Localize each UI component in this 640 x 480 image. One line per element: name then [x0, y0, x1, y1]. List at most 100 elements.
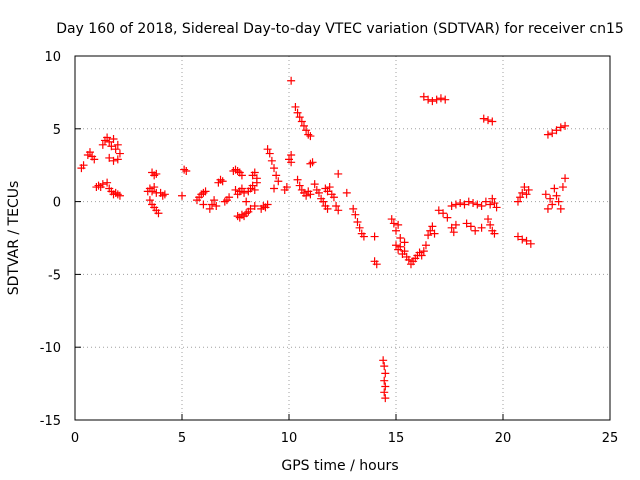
data-point [447, 201, 456, 210]
data-point [428, 222, 437, 231]
data-point [556, 123, 565, 132]
data-point [319, 197, 328, 206]
data-point [473, 200, 482, 209]
y-tick-label: 10 [44, 50, 61, 65]
data-point [250, 201, 259, 210]
data-point [396, 234, 405, 242]
y-tick-label: 5 [53, 123, 61, 138]
data-point [546, 194, 555, 203]
data-point [380, 376, 389, 385]
data-point [98, 180, 107, 189]
data-point [105, 153, 114, 162]
data-point [98, 140, 107, 149]
data-point [267, 156, 276, 165]
data-point [439, 209, 448, 218]
data-point [250, 185, 259, 194]
data-point [150, 183, 159, 192]
data-point [353, 217, 362, 226]
data-point [443, 213, 452, 222]
data-point [392, 226, 400, 235]
data-point [379, 356, 388, 365]
data-point [297, 117, 306, 126]
data-point [392, 241, 400, 250]
data-point [428, 97, 437, 106]
data-point [334, 206, 343, 215]
data-point [516, 193, 525, 202]
data-point [451, 200, 460, 209]
y-tick-label: -15 [40, 414, 61, 429]
x-tick-label: 0 [71, 431, 79, 446]
data-point [332, 201, 341, 210]
data-point [287, 158, 296, 167]
x-tick-label: 15 [388, 431, 405, 446]
data-point [558, 183, 567, 192]
data-point [306, 190, 315, 199]
grid-lines [74, 55, 611, 421]
data-point [349, 204, 358, 213]
data-point [295, 181, 304, 190]
data-point [484, 215, 493, 224]
data-point [314, 188, 323, 197]
data-point [231, 185, 240, 194]
data-point [419, 247, 428, 256]
data-point [432, 95, 441, 104]
data-point [355, 223, 364, 232]
data-point [240, 188, 249, 197]
data-point [460, 200, 469, 209]
data-point [274, 177, 283, 186]
data-point [522, 236, 531, 245]
data-point [207, 200, 216, 209]
data-point [481, 197, 490, 206]
data-point [299, 121, 308, 130]
data-point [526, 239, 535, 248]
data-point [396, 242, 405, 251]
data-point [424, 95, 433, 104]
data-point [488, 194, 497, 203]
data-point [430, 229, 439, 238]
y-tick-label: -10 [40, 341, 61, 356]
data-point [265, 149, 274, 158]
data-point [561, 174, 570, 183]
data-point [246, 204, 255, 213]
data-point [263, 200, 272, 209]
data-point [178, 191, 186, 200]
data-point [201, 187, 210, 196]
data-point [109, 156, 118, 165]
data-point [513, 197, 522, 206]
data-point [323, 187, 332, 196]
data-point [295, 113, 304, 122]
data-point [394, 220, 403, 229]
data-point [79, 161, 88, 170]
data-point [426, 226, 435, 235]
data-point [287, 76, 296, 85]
data-point [351, 210, 360, 219]
x-tick-labels: 0 5 10 15 20 25 [71, 431, 618, 446]
data-point [466, 222, 475, 231]
data-point [293, 108, 302, 117]
data-point [518, 235, 527, 244]
data-point [107, 142, 116, 151]
data-point [417, 251, 426, 260]
data-point [218, 177, 227, 186]
data-point [490, 229, 499, 238]
data-point [424, 231, 433, 240]
data-point [272, 171, 281, 180]
data-point [518, 188, 527, 197]
data-point [325, 183, 334, 192]
data-point [479, 114, 488, 123]
data-point [389, 219, 398, 228]
data-point [370, 232, 379, 241]
data-point [103, 178, 112, 187]
x-tick-label: 5 [178, 431, 186, 446]
data-point [513, 232, 522, 241]
data-point [90, 155, 99, 164]
data-point [113, 140, 122, 149]
data-point [306, 159, 315, 168]
data-point [152, 169, 161, 178]
data-point [554, 197, 563, 206]
data-point [552, 191, 561, 200]
data-point [488, 117, 497, 126]
data-point [291, 102, 300, 111]
data-point [561, 121, 570, 130]
